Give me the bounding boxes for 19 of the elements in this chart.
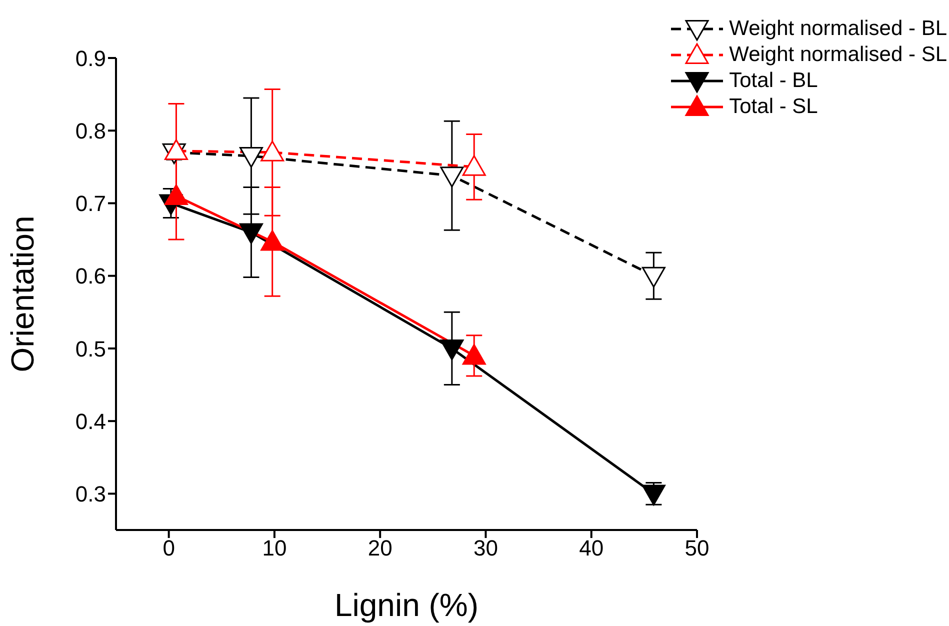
y-tick-label: 0.6	[75, 264, 106, 289]
y-axis-title: Orientation	[4, 216, 40, 372]
x-axis-title: Lignin (%)	[334, 587, 479, 623]
x-tick-label: 40	[579, 536, 604, 561]
legend-label: Weight normalised - BL	[729, 17, 947, 41]
x-tick-label: 0	[162, 536, 175, 561]
legend-label: Total - SL	[729, 95, 818, 119]
y-tick-label: 0.3	[75, 482, 106, 506]
y-tick-label: 0.9	[75, 46, 106, 71]
x-tick-label: 30	[473, 536, 498, 561]
legend-label: Weight normalised - SL	[729, 43, 947, 67]
y-tick-label: 0.4	[75, 408, 106, 434]
y-tick-label: 0.5	[75, 336, 106, 362]
y-tick-label: 0.7	[75, 191, 106, 216]
legend-label: Total - BL	[729, 69, 818, 93]
y-tick-label: 0.8	[75, 118, 106, 144]
x-tick-label: 20	[368, 536, 392, 561]
x-tick-label: 50	[684, 536, 710, 561]
x-tick-label: 10	[262, 536, 287, 561]
